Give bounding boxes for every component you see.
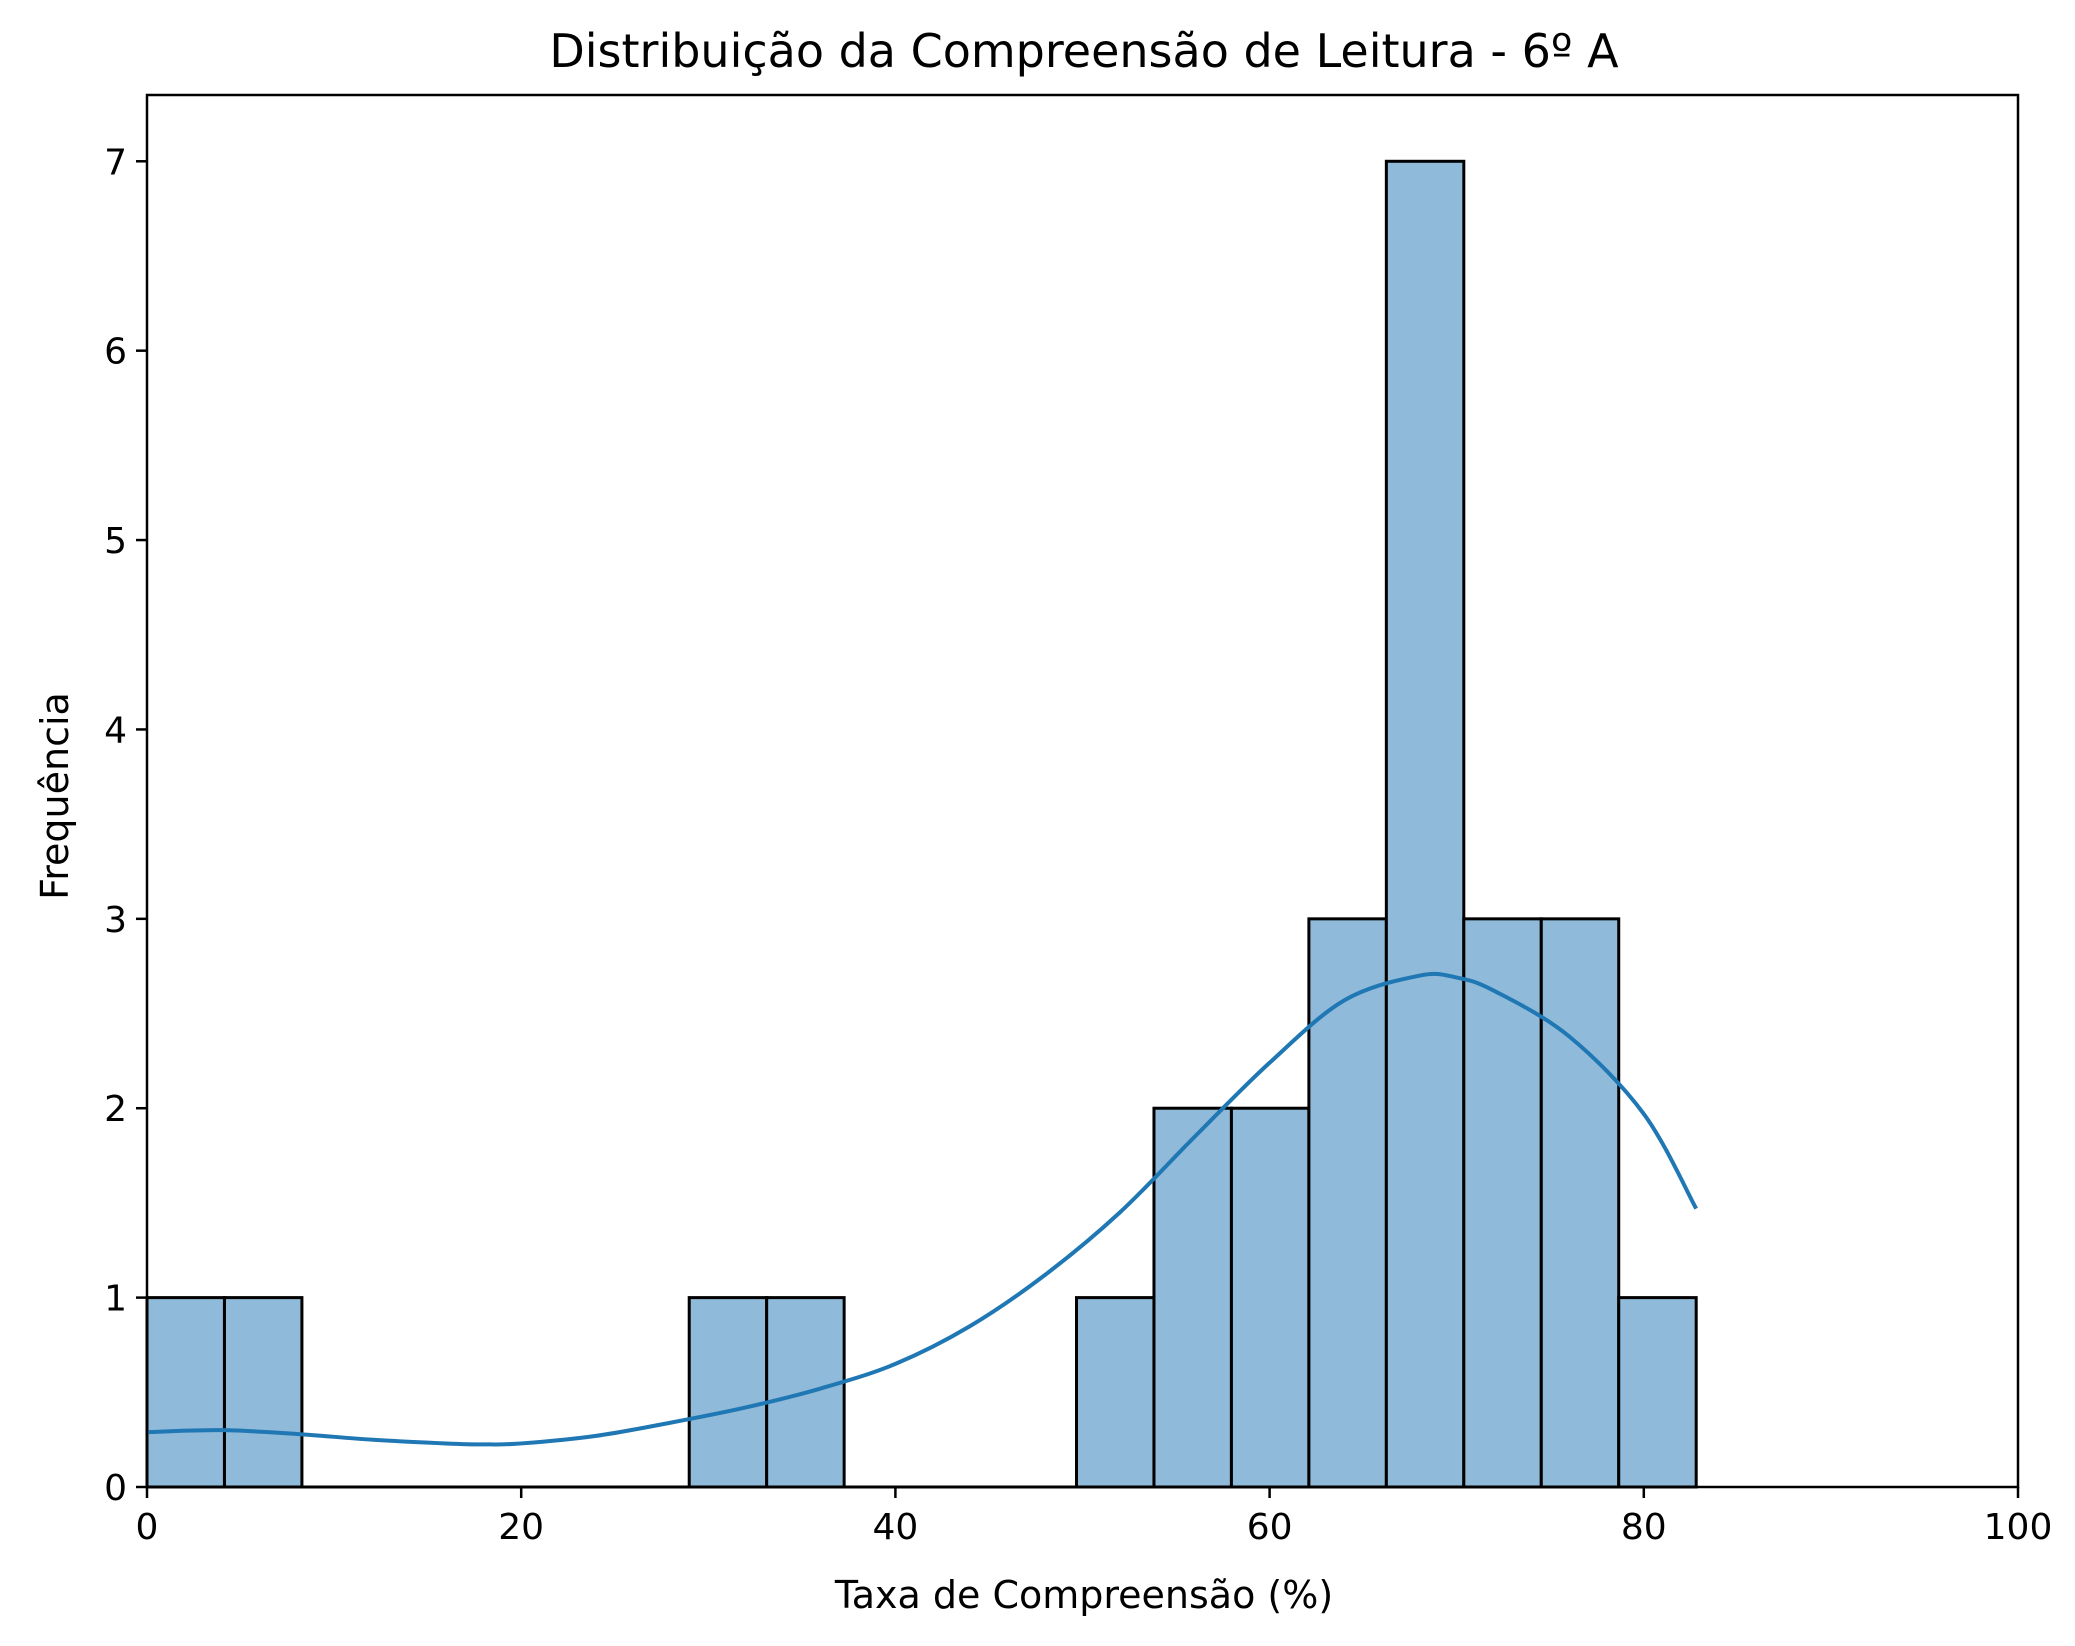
y-tick-label: 4: [104, 710, 127, 751]
kde-line: [146, 971, 1698, 1447]
bars-layer: [145, 159, 1698, 1489]
x-tick-label: 20: [498, 1507, 544, 1548]
histogram-bar: [1539, 917, 1621, 1489]
histogram-bar: [145, 1296, 226, 1489]
histogram-bar: [1462, 917, 1543, 1489]
histogram-bar: [222, 1296, 304, 1489]
x-axis-ticks: 0 20 40 60 80 100: [136, 1487, 2053, 1548]
y-tick-label: 1: [104, 1279, 127, 1320]
x-tick-label: 80: [1621, 1507, 1667, 1548]
x-tick-label: 100: [1984, 1507, 2053, 1548]
y-tick-label: 6: [104, 332, 127, 373]
histogram-bar: [687, 1296, 769, 1489]
y-tick-label: 7: [104, 142, 127, 183]
plot-frame: [145, 93, 2020, 1489]
chart-title: Distribuição da Compreensão de Leitura -…: [549, 24, 1619, 78]
histogram-bar: [1617, 1296, 1698, 1489]
kde-layer: [146, 971, 1698, 1447]
x-axis-label: Taxa de Compreensão (%): [834, 1573, 1333, 1617]
y-tick-label: 0: [104, 1468, 127, 1509]
histogram-bar: [1384, 159, 1466, 1489]
histogram-bar: [1075, 1296, 1156, 1489]
y-axis-label: Frequência: [33, 692, 77, 900]
x-tick-label: 0: [136, 1507, 159, 1548]
x-tick-label: 40: [872, 1507, 918, 1548]
histogram-bar: [1229, 1106, 1311, 1489]
y-tick-label: 3: [104, 900, 127, 941]
y-axis-ticks: 0 1 2 3 4 5 6 7: [104, 142, 147, 1509]
histogram-bar: [1307, 917, 1388, 1489]
x-tick-label: 60: [1247, 1507, 1293, 1548]
y-tick-label: 2: [104, 1089, 127, 1130]
y-tick-label: 5: [104, 521, 127, 562]
